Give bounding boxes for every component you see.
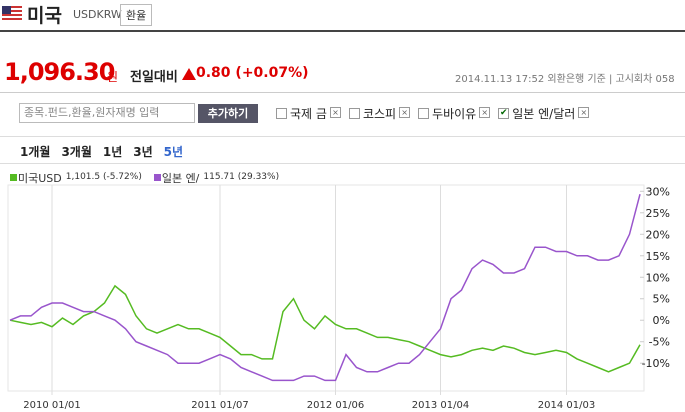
period-tab[interactable]: 1년 [102,145,123,159]
divider [0,136,685,137]
legend-label: 일본 엔/ [161,172,200,185]
divider [0,92,685,93]
period-tab[interactable]: 1개월 [20,145,51,159]
checkbox[interactable]: ✔ [498,108,510,119]
divider [0,30,685,32]
legend-note: 115.71 (29.33%) [203,172,280,182]
x-tick-label: 2012 01/06 [307,400,364,411]
price-unit: 원 [107,70,119,84]
remove-button[interactable]: × [479,107,491,118]
price: 1,096.30 [4,58,115,86]
x-tick-label: 2014 01/03 [538,400,595,411]
legend-swatch [153,174,161,181]
compare-label: 두바이유 [432,107,477,121]
x-tick-label: 2013 01/04 [412,400,469,411]
plot-area [7,184,645,392]
remove-button[interactable]: × [399,107,411,118]
remove-button[interactable]: × [329,107,341,118]
y-tick-label: -5% [649,336,670,349]
flag [2,6,22,20]
legend-label: 미국USD [18,172,62,185]
period-tab[interactable]: 3개월 [61,145,92,159]
country: 미국 [27,5,62,27]
change: 0.80 (+0.07%) [196,65,309,81]
y-tick-label: 20% [646,228,670,241]
quote-info: 2014.11.13 17:52 외환은행 기준 | 고시회차 058 [455,74,675,85]
legend-note: 1,101.5 (-5.72%) [65,172,142,182]
series-line [9,194,641,382]
y-tick-label: 30% [646,185,670,198]
x-tick-label: 2011 01/07 [191,400,248,411]
up-arrow [182,68,196,80]
search-input[interactable]: 종목.펀드,환율,원자재명 입력 [19,103,195,123]
compare-label: 일본 엔/달러 [512,107,576,121]
period-tab[interactable]: 5년 [163,145,184,159]
period-tab[interactable]: 3년 [133,145,153,159]
checkbox[interactable] [348,108,360,119]
rate-button[interactable]: 환율 [120,4,153,26]
x-tick-label: 2010 01/01 [23,400,80,411]
y-tick-label: 25% [646,207,670,220]
y-tick-label: 5% [653,293,670,306]
y-tick-label: -10% [642,357,670,370]
code: USDKRW [73,8,122,21]
checkbox[interactable] [418,108,430,119]
add-button[interactable]: 추가하기 [198,104,258,123]
series-line [9,284,641,373]
compare-label: 국제 금 [290,107,327,121]
compare-label: 코스피 [362,107,397,121]
y-tick-label: 0% [653,314,670,327]
divider [0,163,685,164]
legend-swatch [10,174,17,181]
change-label: 전일대비 [130,70,178,85]
y-tick-label: 15% [646,250,670,263]
remove-button[interactable]: × [578,107,590,118]
checkbox[interactable] [276,108,287,119]
y-tick-label: 10% [646,271,670,284]
